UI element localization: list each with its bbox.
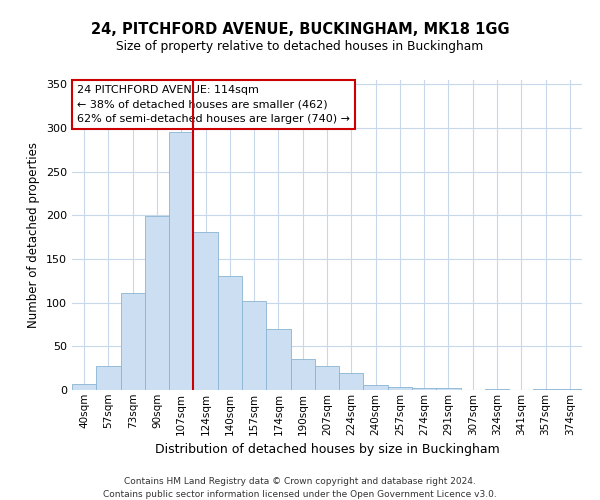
Bar (72, 384, 96, 390)
Bar (218, 276, 242, 390)
Bar (436, 388, 461, 390)
Y-axis label: Number of detached properties: Number of detached properties (28, 142, 40, 328)
Bar (485, 389, 509, 390)
Text: 24 PITCHFORD AVENUE: 114sqm
← 38% of detached houses are smaller (462)
62% of se: 24 PITCHFORD AVENUE: 114sqm ← 38% of det… (77, 84, 350, 124)
Bar (315, 366, 339, 390)
Text: Contains public sector information licensed under the Open Government Licence v3: Contains public sector information licen… (103, 490, 497, 499)
Text: Contains HM Land Registry data © Crown copyright and database right 2024.: Contains HM Land Registry data © Crown c… (124, 478, 476, 486)
Bar (290, 360, 315, 390)
Bar (266, 329, 290, 390)
Bar (558, 389, 582, 390)
Bar (364, 385, 388, 390)
Bar (121, 293, 145, 390)
Bar (169, 132, 193, 390)
Text: 24, PITCHFORD AVENUE, BUCKINGHAM, MK18 1GG: 24, PITCHFORD AVENUE, BUCKINGHAM, MK18 1… (91, 22, 509, 38)
Bar (412, 388, 436, 390)
Bar (388, 386, 412, 390)
Bar (533, 389, 558, 390)
Bar (96, 366, 121, 390)
Text: Size of property relative to detached houses in Buckingham: Size of property relative to detached ho… (116, 40, 484, 53)
Bar (193, 232, 218, 390)
X-axis label: Distribution of detached houses by size in Buckingham: Distribution of detached houses by size … (155, 443, 499, 456)
Bar (145, 216, 169, 390)
Bar (242, 301, 266, 390)
Bar (339, 372, 364, 390)
